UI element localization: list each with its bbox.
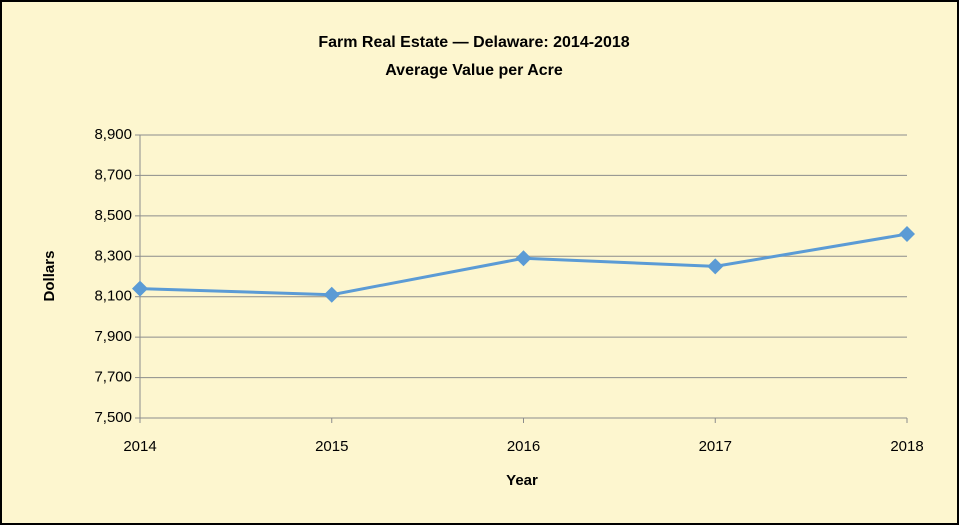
x-tick-label: 2017 [699,438,732,455]
x-axis-label: Year [506,472,538,489]
chart-subtitle: Average Value per Acre [385,62,563,79]
y-tick-label: 7,500 [94,409,132,426]
data-point [899,226,915,243]
data-point [132,280,148,297]
y-tick-label: 8,300 [94,247,132,264]
data-point [515,250,532,267]
chart-title: Farm Real Estate — Delaware: 2014-2018 [318,34,629,51]
data-point [707,258,724,275]
y-tick-label: 7,700 [94,369,132,386]
y-tick-label: 8,900 [94,126,132,143]
x-tick-label: 2015 [315,438,348,455]
x-tick-label: 2018 [890,438,923,455]
y-tick-label: 8,100 [94,288,132,305]
data-point [323,286,340,303]
x-tick-label: 2016 [507,438,540,455]
y-tick-label: 8,500 [94,207,132,224]
x-tick-label: 2014 [123,438,156,455]
y-axis-label: Dollars [41,251,58,302]
y-tick-label: 7,900 [94,328,132,345]
y-tick-label: 8,700 [94,166,132,183]
